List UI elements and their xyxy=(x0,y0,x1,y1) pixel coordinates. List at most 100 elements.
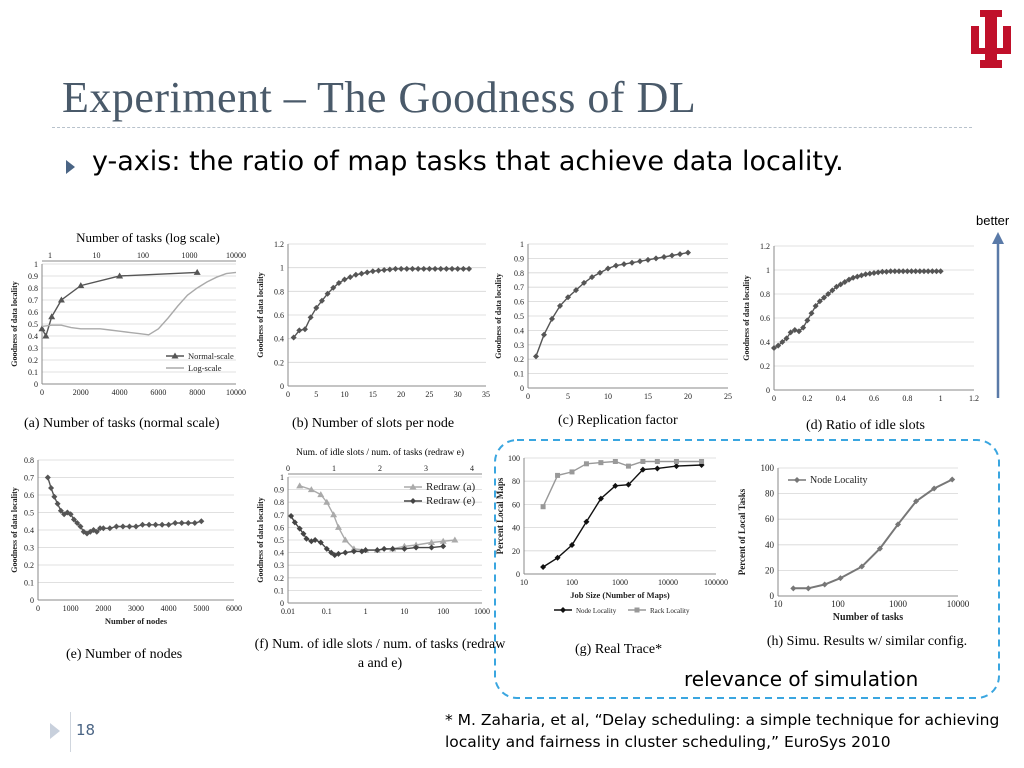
y-tick-label: 0.4 xyxy=(274,335,284,344)
data-point xyxy=(307,314,314,321)
data-point xyxy=(583,461,589,467)
y-tick-label: 0.4 xyxy=(760,338,770,347)
data-point xyxy=(625,463,631,469)
data-point xyxy=(428,539,436,546)
legend-marker xyxy=(171,352,179,359)
y-tick-label: 0.3 xyxy=(28,344,38,353)
x-tick-label: 100 xyxy=(566,578,578,587)
data-point xyxy=(916,268,923,275)
data-point xyxy=(126,523,133,530)
data-point xyxy=(858,272,865,279)
x-tick-label: 15 xyxy=(369,390,377,399)
data-point xyxy=(612,458,618,464)
data-point xyxy=(796,328,802,335)
data-point xyxy=(185,520,192,526)
data-point xyxy=(460,265,467,272)
data-point xyxy=(48,313,56,320)
data-point xyxy=(42,332,50,339)
data-point xyxy=(555,472,561,478)
y-tick-label: 0.4 xyxy=(514,326,524,335)
series-line-node-locality xyxy=(542,464,702,568)
data-point xyxy=(198,518,205,525)
footer-arrow-icon xyxy=(50,723,60,739)
data-point xyxy=(288,513,295,520)
y-tick-label: 0.2 xyxy=(274,574,284,583)
data-point xyxy=(97,525,104,532)
caption-d: (d) Ratio of idle slots xyxy=(806,418,925,433)
data-point xyxy=(362,547,369,554)
slide-title: Experiment – The Goodness of DL xyxy=(62,73,697,122)
x-tick-label: 10000 xyxy=(947,599,970,609)
x-tick-label: 100000 xyxy=(704,578,728,587)
x-tick-label: 4000 xyxy=(112,388,128,397)
simulation-highlight-box xyxy=(494,439,1000,699)
y-tick-label: 0 xyxy=(770,591,775,601)
y-tick-label: 1.2 xyxy=(274,240,284,249)
data-point xyxy=(341,276,348,283)
data-point xyxy=(369,268,376,275)
data-point xyxy=(862,271,869,278)
data-point xyxy=(300,530,307,537)
series-line-b xyxy=(293,268,469,338)
data-point xyxy=(929,268,936,275)
data-point xyxy=(324,290,331,297)
data-point xyxy=(113,523,120,530)
data-point xyxy=(415,265,422,272)
chart-b: 0 0.2 0.4 0.6 0.8 1 1.2 0 5 10 15 20 25 30 35 Goodness … xyxy=(256,240,490,399)
data-point xyxy=(100,525,107,532)
y-tick-label: 0 xyxy=(280,599,284,608)
data-point xyxy=(392,265,399,272)
y-tick-label: 20 xyxy=(765,565,775,575)
data-point xyxy=(328,549,335,556)
data-point xyxy=(598,460,604,466)
y-tick-label: 0.2 xyxy=(514,355,524,364)
data-point xyxy=(375,267,382,274)
x-tick-label: 6000 xyxy=(150,388,166,397)
data-point xyxy=(629,259,635,266)
x-tick-label: 3000 xyxy=(128,604,144,613)
data-point xyxy=(312,537,319,543)
y-tick-label: 0.8 xyxy=(274,498,284,507)
data-point xyxy=(812,303,819,309)
data-point xyxy=(908,268,915,275)
y-tick-label: 0.6 xyxy=(274,523,284,532)
data-point xyxy=(804,317,811,324)
x-tick-label: 1000 xyxy=(612,578,628,587)
data-point xyxy=(569,469,575,475)
data-point xyxy=(661,253,667,260)
page-number: 18 xyxy=(76,721,96,739)
data-point xyxy=(900,268,907,275)
chart-e: 0 0.1 0.2 0.3 0.4 0.5 0.6 0.7 0.8 0 1000 2000 3000 40… xyxy=(10,456,242,626)
data-point xyxy=(401,545,408,552)
x-tick-label: 1000 xyxy=(889,599,908,609)
y-tick-label: 0.2 xyxy=(760,362,770,371)
y-tick-label: 40 xyxy=(512,524,520,533)
y-tick-label: 0.3 xyxy=(24,544,34,553)
data-point xyxy=(887,268,894,275)
bullet-text: y-axis: the ratio of map tasks that achi… xyxy=(92,146,844,177)
y-tick-label: 0.5 xyxy=(274,536,284,545)
x-tick-label: 100 xyxy=(831,599,845,609)
x-tick-label: 25 xyxy=(425,390,433,399)
y-axis-label: Goodness of data locality xyxy=(10,281,19,367)
data-point xyxy=(790,585,797,592)
x-axis-label: Job Size (Number of Maps) xyxy=(570,590,670,600)
top-tick-label: 1 xyxy=(48,251,52,260)
y-tick-label: 0 xyxy=(766,386,770,395)
data-point xyxy=(931,485,938,492)
y-tick-label: 80 xyxy=(512,477,520,486)
data-point xyxy=(133,523,139,530)
y-tick-label: 0.6 xyxy=(274,311,284,320)
caption-g: (g) Real Trace* xyxy=(575,642,663,657)
data-point xyxy=(883,268,890,275)
data-point xyxy=(350,545,358,552)
data-point xyxy=(350,548,357,555)
data-point xyxy=(895,521,901,528)
data-point xyxy=(364,269,371,276)
data-point xyxy=(625,481,632,488)
y-tick-label: 0.8 xyxy=(514,269,524,278)
data-point xyxy=(313,304,320,311)
data-point xyxy=(412,541,420,548)
data-point xyxy=(358,548,365,555)
data-point xyxy=(413,544,420,551)
